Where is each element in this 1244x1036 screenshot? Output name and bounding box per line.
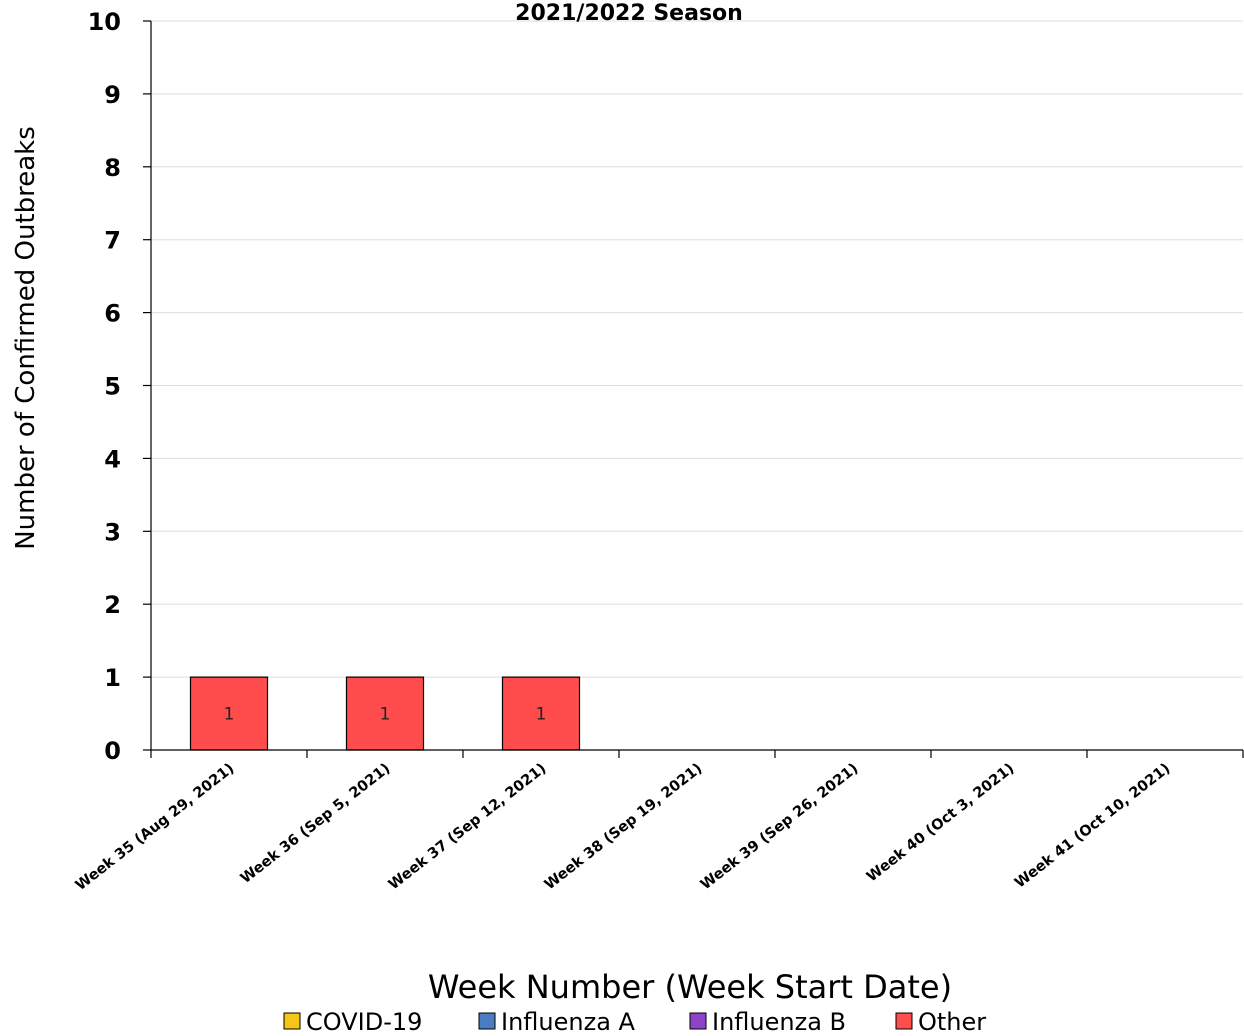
legend-swatch	[689, 1012, 707, 1030]
x-tick-label: Week 37 (Sep 12, 2021)	[386, 761, 550, 894]
y-tick-label: 8	[104, 154, 121, 182]
legend-label: Influenza B	[712, 1008, 846, 1036]
y-tick-label: 2	[104, 591, 121, 619]
y-tick-label: 6	[104, 300, 121, 328]
y-tick-label: 4	[104, 445, 121, 473]
y-axis-title: Number of Confirmed Outbreaks	[11, 126, 41, 550]
y-tick-label: 3	[104, 518, 121, 546]
legend-swatch	[895, 1012, 913, 1030]
x-tick-label: Week 35 (Aug 29, 2021)	[73, 761, 238, 895]
legend-label: Influenza A	[501, 1008, 636, 1036]
y-tick-label: 1	[104, 664, 121, 692]
y-tick-label: 5	[104, 373, 121, 401]
y-tick-labels: 0 1 2 3 4 5 6 7 8 9 10	[88, 8, 121, 765]
legend: COVID-19 Influenza A Influenza B Other	[283, 1008, 986, 1036]
y-tick-label: 0	[104, 737, 121, 765]
legend-swatch	[478, 1012, 496, 1030]
x-tick-label: Week 36 (Sep 5, 2021)	[238, 761, 394, 888]
x-tick-label: Week 38 (Sep 19, 2021)	[542, 761, 706, 894]
x-axis-title: Week Number (Week Start Date)	[428, 968, 952, 1006]
x-tick-label: Week 39 (Sep 26, 2021)	[698, 761, 862, 894]
y-tick-label: 10	[88, 8, 121, 36]
data-label: 1	[380, 705, 391, 725]
x-tick-labels: Week 35 (Aug 29, 2021) Week 36 (Sep 5, 20…	[73, 761, 1174, 895]
legend-swatch	[283, 1012, 301, 1030]
legend-label: COVID-19	[306, 1008, 422, 1036]
chart-title: 2021/2022 Season	[515, 1, 743, 26]
y-tick-label: 7	[104, 227, 121, 255]
x-tick-label: Week 41 (Oct 10, 2021)	[1012, 761, 1173, 892]
bar-segment	[345, 676, 425, 751]
legend-label: Other	[918, 1008, 986, 1036]
gridlines	[151, 20, 1243, 678]
axes	[143, 20, 1244, 758]
data-label: 1	[224, 705, 235, 725]
x-tick-label: Week 40 (Oct 3, 2021)	[864, 761, 1017, 886]
data-label: 1	[536, 705, 547, 725]
y-tick-label: 9	[104, 81, 121, 109]
bar-segment	[189, 676, 269, 751]
bars: 1 1 1	[189, 676, 581, 751]
